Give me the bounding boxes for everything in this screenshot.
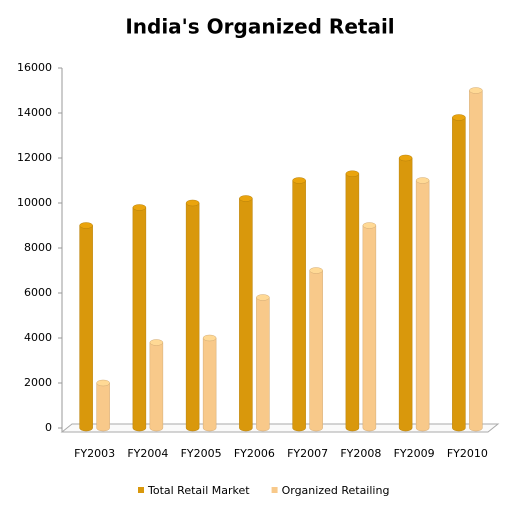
legend-label: Total Retail Market — [147, 484, 250, 497]
bar — [256, 297, 270, 432]
legend-swatch — [138, 487, 144, 493]
bar-top — [256, 294, 270, 301]
bar — [185, 202, 200, 432]
bar-top — [309, 267, 323, 274]
bar-top — [202, 334, 217, 342]
x-tick-label: FY2007 — [287, 447, 328, 460]
y-tick-label: 8000 — [24, 241, 52, 254]
bar — [202, 337, 217, 432]
bar-top — [239, 195, 253, 202]
legend-swatch — [271, 487, 278, 493]
floor — [60, 423, 500, 433]
bar — [469, 90, 483, 432]
bar-top — [292, 177, 306, 184]
bar-top — [345, 170, 360, 177]
y-tick-label: 4000 — [24, 331, 52, 344]
y-tick-label: 0 — [45, 421, 52, 434]
y-tick-label: 2000 — [24, 376, 52, 389]
y-tick-label: 14000 — [17, 106, 52, 119]
bar — [96, 382, 110, 432]
bar-top — [398, 154, 413, 162]
bar — [415, 180, 430, 432]
bar — [452, 117, 466, 432]
bar — [292, 180, 306, 432]
bar-top — [149, 339, 164, 346]
bar — [132, 207, 147, 432]
x-tick-label: FY2006 — [234, 447, 275, 460]
bar — [362, 225, 377, 432]
y-tick-label: 6000 — [24, 286, 52, 299]
bar-top — [79, 222, 93, 229]
x-tick-label: FY2003 — [74, 447, 115, 460]
x-tick-label: FY2008 — [340, 447, 381, 460]
x-tick-label: FY2010 — [447, 447, 488, 460]
bar — [345, 173, 360, 432]
bar — [149, 342, 164, 432]
bar-top — [132, 204, 147, 211]
bar-top — [415, 177, 430, 184]
y-tick-label: 12000 — [17, 151, 52, 164]
bar-top — [452, 114, 466, 121]
y-tick-label: 16000 — [17, 61, 52, 74]
legend-label: Organized Retailing — [282, 484, 390, 497]
bar — [239, 198, 253, 432]
bar-top — [362, 222, 377, 229]
x-tick-label: FY2009 — [394, 447, 435, 460]
bar — [398, 157, 413, 432]
bar-top — [469, 87, 483, 94]
bar — [79, 225, 93, 432]
x-tick-label: FY2005 — [181, 447, 222, 460]
bar-top — [96, 379, 110, 387]
bar — [309, 270, 323, 432]
y-tick-label: 10000 — [17, 196, 52, 209]
bar-top — [185, 199, 200, 207]
x-tick-label: FY2004 — [127, 447, 168, 460]
chart-title: India's Organized Retail — [125, 15, 394, 39]
